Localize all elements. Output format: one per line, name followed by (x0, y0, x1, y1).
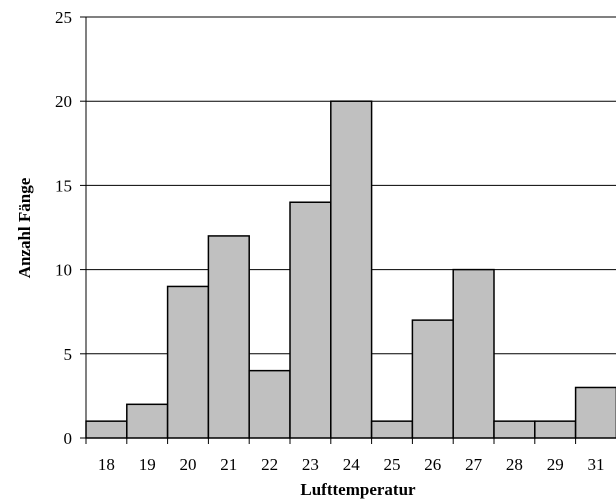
x-tick-label: 22 (261, 455, 278, 474)
bar-25 (370, 420, 414, 439)
y-tick-label: 15 (55, 176, 72, 195)
x-tick-label: 24 (343, 455, 361, 474)
x-tick-label: 18 (98, 455, 115, 474)
x-tick-label: 23 (302, 455, 319, 474)
bar-22 (248, 369, 291, 439)
x-tick-label: 21 (220, 455, 237, 474)
y-tick-label: 5 (64, 345, 73, 364)
x-tick-label: 27 (465, 455, 483, 474)
y-tick-label: 20 (55, 92, 72, 111)
x-tick-label: 26 (424, 455, 441, 474)
bar-18 (85, 420, 128, 439)
y-tick-label: 25 (55, 8, 72, 27)
x-tick-label: 29 (547, 455, 564, 474)
bar-23 (289, 201, 332, 439)
y-axis-title: Anzahl Fänge (15, 177, 34, 278)
bar-21 (207, 235, 250, 439)
bar-29 (534, 420, 577, 439)
bars (85, 100, 616, 439)
bar-19 (126, 403, 169, 439)
axes (85, 17, 616, 439)
bar-24 (330, 100, 373, 439)
x-tick-label: 25 (384, 455, 401, 474)
bar-26 (411, 319, 454, 439)
y-tick-labels: 0 5 10 15 20 25 (55, 8, 86, 448)
bar-28 (493, 420, 536, 439)
x-tick-label: 20 (180, 455, 197, 474)
y-tick-label: 0 (64, 429, 73, 448)
x-tick-labels: 18 19 20 21 22 23 24 25 26 27 28 29 31 (85, 438, 605, 474)
y-tick-label: 10 (55, 261, 72, 280)
bar-20 (166, 285, 210, 439)
x-tick-label: 31 (588, 455, 605, 474)
x-tick-label: 28 (506, 455, 523, 474)
x-tick-label: 19 (139, 455, 156, 474)
x-axis-title: Lufttemperatur (300, 480, 416, 499)
bar-31 (574, 386, 616, 439)
bar-27 (452, 268, 495, 439)
